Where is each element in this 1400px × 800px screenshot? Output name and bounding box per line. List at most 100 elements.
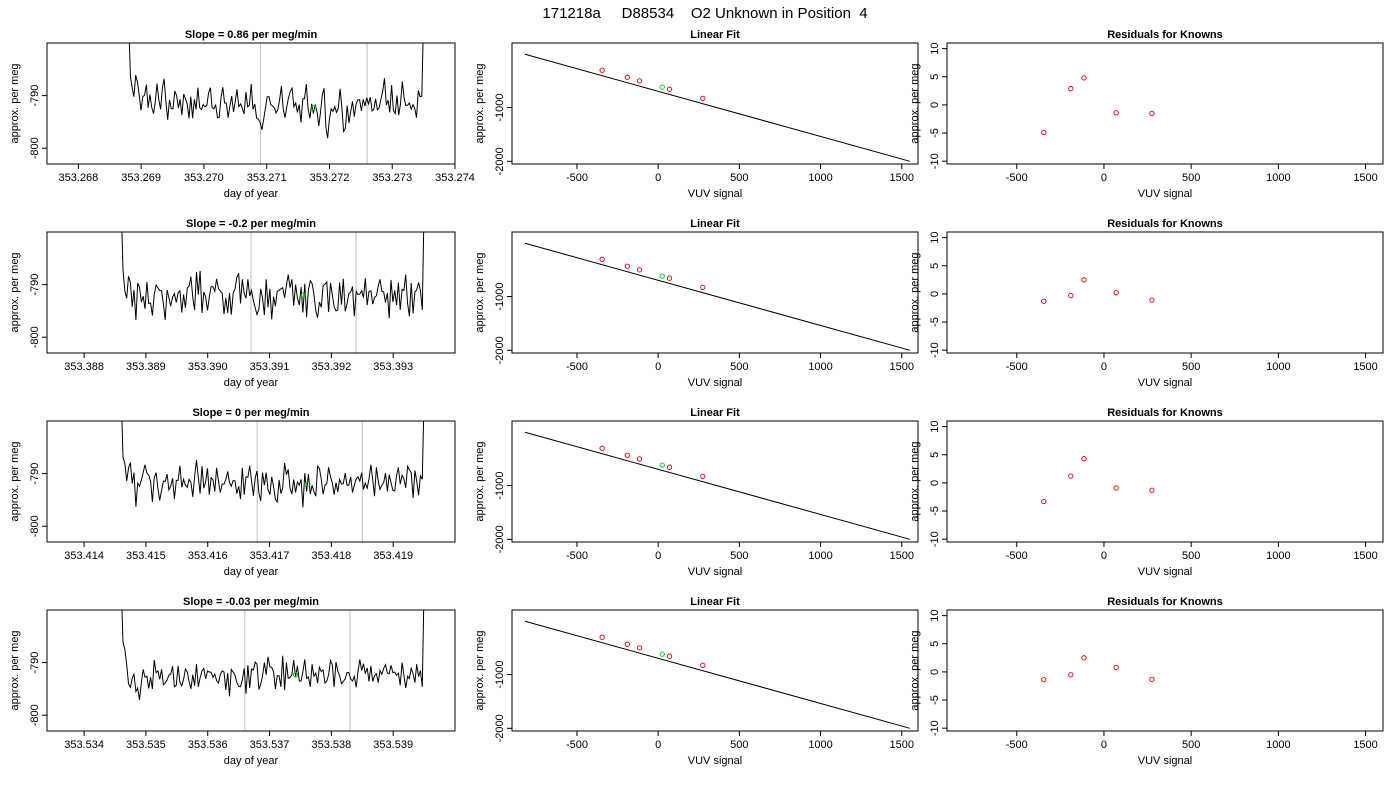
plot-frame	[46, 42, 456, 165]
x-tick-label: 353.535	[126, 739, 166, 751]
y-tick-label: 5	[929, 263, 941, 269]
x-tick-label: 353.392	[311, 361, 351, 373]
x-tick-label: 0	[655, 550, 661, 562]
x-tick-label: 353.393	[373, 361, 413, 373]
y-axis-label: approx. per meg	[909, 630, 921, 710]
panel-title: Slope = -0.03 per meg/min	[183, 596, 319, 608]
y-tick-label: -1000	[494, 660, 506, 688]
known-point	[1041, 677, 1047, 683]
x-tick-label: 1500	[890, 739, 914, 751]
panel-title: Residuals for Knowns	[1107, 29, 1223, 41]
y-tick-label: -2000	[494, 714, 506, 742]
x-tick-label: -500	[1006, 361, 1028, 373]
y-tick-label: 0	[929, 102, 941, 108]
y-tick-label: 5	[929, 641, 941, 647]
fit-line	[524, 620, 911, 729]
panel-r4-c1: Slope = -0.03 per meg/min 353.534 353.535 3…	[9, 596, 456, 767]
known-point	[1081, 655, 1087, 661]
plot-frame	[511, 609, 919, 732]
x-tick-label: 353.271	[247, 172, 287, 184]
y-tick-label: -800	[29, 704, 41, 726]
x-axis-label: day of year	[224, 755, 279, 767]
plot-frame	[46, 609, 456, 732]
unknown-marker	[305, 481, 311, 487]
panel-title: Slope = -0.2 per meg/min	[186, 218, 316, 230]
y-tick-label: -800	[29, 515, 41, 537]
known-point	[1081, 277, 1087, 283]
x-axis-label: VUV signal	[1138, 566, 1192, 578]
known-point	[599, 67, 605, 73]
x-axis-label: day of year	[224, 377, 279, 389]
unknown-marker	[311, 105, 317, 111]
x-tick-label: 1000	[808, 361, 832, 373]
y-tick-label: 5	[929, 452, 941, 458]
x-tick-label: 0	[655, 172, 661, 184]
x-tick-label: 1000	[1266, 550, 1290, 562]
panel-title: Residuals for Knowns	[1107, 218, 1223, 230]
y-tick-label: -1000	[494, 282, 506, 310]
known-point	[666, 275, 673, 281]
panel-r4-c3: Residuals for Knowns -500 0 500 1000 1500 10 5 0…	[909, 596, 1384, 767]
y-tick-label: -5	[929, 695, 941, 705]
x-tick-label: 500	[730, 550, 748, 562]
y-tick-label: -10	[929, 720, 941, 736]
panel-title: Residuals for Knowns	[1107, 596, 1223, 608]
x-tick-label: 353.270	[184, 172, 224, 184]
known-point	[700, 284, 706, 291]
known-point	[636, 645, 643, 651]
x-tick-label: 353.269	[121, 172, 161, 184]
x-tick-label: 1000	[808, 739, 832, 751]
series-trace	[121, 610, 425, 701]
y-tick-label: 0	[929, 669, 941, 675]
known-point	[1149, 676, 1155, 682]
known-point	[636, 456, 643, 462]
plot-frame	[511, 420, 919, 543]
x-tick-label: 353.418	[311, 550, 351, 562]
plot-frame	[46, 420, 456, 543]
known-point	[624, 641, 630, 647]
y-tick-label: -5	[929, 128, 941, 138]
y-tick-label: -790	[29, 274, 41, 296]
x-axis-label: VUV signal	[688, 377, 742, 389]
panel-r1-c3: Residuals for Knowns -500 0 500 1000 1500 10 5 0…	[909, 29, 1384, 200]
x-tick-label: 353.274	[435, 172, 475, 184]
panel-r2-c3: Residuals for Knowns -500 0 500 1000 1500 10 5 0…	[909, 218, 1384, 389]
y-tick-label: 5	[929, 74, 941, 80]
known-point	[666, 86, 673, 92]
known-point	[1041, 298, 1047, 304]
y-tick-label: -10	[929, 531, 941, 547]
x-tick-label: -500	[1006, 550, 1028, 562]
x-tick-label: 1500	[1353, 550, 1377, 562]
x-tick-label: -500	[566, 361, 588, 373]
series-trace	[128, 43, 424, 139]
unknown-marker	[659, 651, 665, 657]
x-tick-label: 353.391	[250, 361, 290, 373]
panel-r1-c1: Slope = 0.86 per meg/min 353.268 353.269 35…	[9, 29, 475, 200]
y-tick-label: -5	[929, 506, 941, 516]
y-axis-label: approx. per meg	[9, 252, 21, 332]
panel-r1-c2: Linear Fit -500 0 500 1000 1500 -1000 -2000 VUV …	[474, 29, 919, 200]
panel-title: Linear Fit	[690, 407, 740, 419]
known-point	[1068, 85, 1074, 92]
known-point	[1149, 297, 1155, 303]
x-tick-label: -500	[1006, 172, 1028, 184]
plot-frame	[946, 420, 1384, 543]
y-tick-label: -10	[929, 342, 941, 358]
x-tick-label: 1000	[808, 550, 832, 562]
known-point	[1081, 75, 1087, 81]
x-tick-label: 353.536	[188, 739, 228, 751]
x-tick-label: 500	[1182, 361, 1200, 373]
unknown-marker	[659, 462, 665, 468]
y-tick-label: -2000	[494, 336, 506, 364]
x-tick-label: 1000	[1266, 361, 1290, 373]
x-tick-label: 500	[730, 172, 748, 184]
panel-title: Linear Fit	[690, 596, 740, 608]
y-axis-label: approx. per meg	[9, 441, 21, 521]
x-tick-label: 500	[730, 361, 748, 373]
y-tick-label: 10	[929, 421, 941, 433]
fit-line	[524, 242, 911, 351]
x-tick-label: 353.537	[250, 739, 290, 751]
x-tick-label: 353.419	[373, 550, 413, 562]
unknown-marker	[659, 273, 665, 279]
known-point	[624, 452, 630, 458]
